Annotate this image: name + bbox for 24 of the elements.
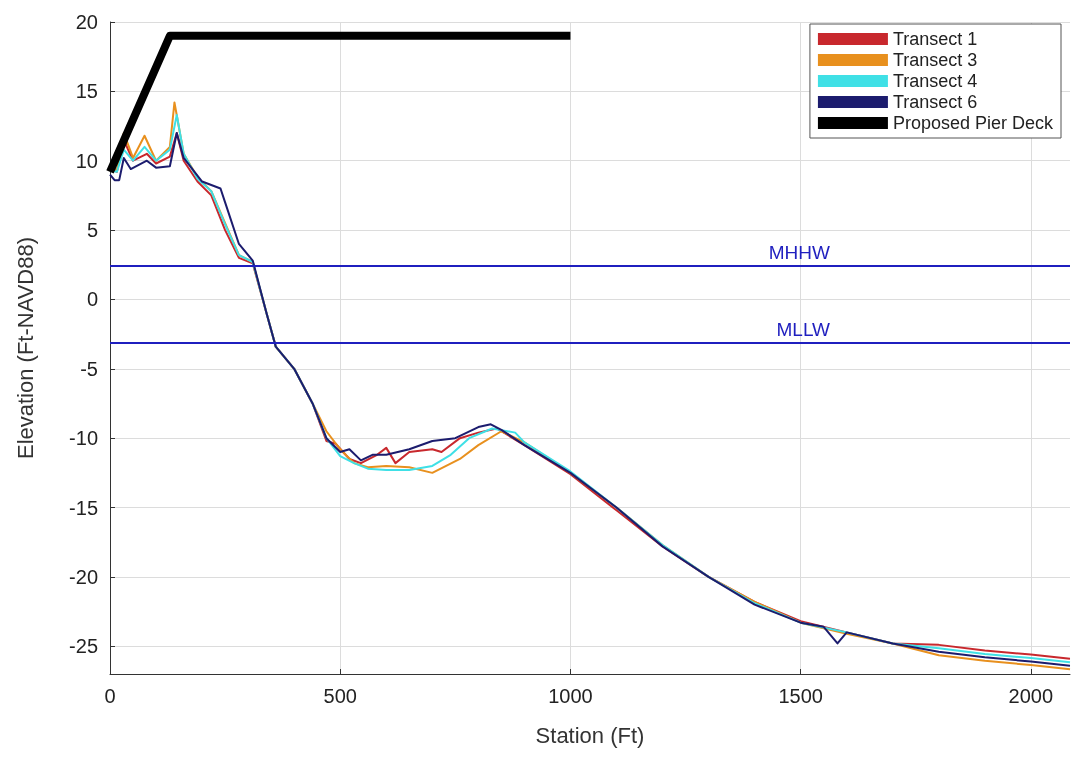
y-tick-label: -20 [69, 565, 98, 588]
y-tick-label: 0 [86, 288, 98, 311]
y-tick-label: -25 [69, 635, 98, 658]
x-tick-label: 0 [104, 685, 116, 707]
y-tick-label: 15 [75, 80, 98, 103]
legend-label: Transect 1 [892, 29, 978, 49]
y-axis-title: Elevation (Ft-NAVD88) [12, 236, 38, 460]
x-tick-label: 500 [323, 685, 357, 707]
ref-line-label: MLLW [776, 319, 831, 341]
legend-label: Transect 6 [892, 92, 978, 112]
y-tick-label: -15 [69, 496, 98, 519]
legend-label: Transect 4 [892, 71, 978, 91]
y-tick-label: -10 [69, 427, 98, 450]
y-tick-label: 5 [86, 219, 98, 242]
x-tick-label: 1000 [548, 685, 593, 707]
x-axis-title: Station (Ft) [535, 722, 645, 748]
y-tick-label: 10 [75, 149, 98, 172]
ref-line-label: MHHW [768, 242, 831, 264]
legend-label: Proposed Pier Deck [892, 113, 1054, 133]
y-tick-label: -5 [80, 357, 98, 380]
legend-label: Transect 3 [892, 50, 978, 70]
x-tick-label: 2000 [1008, 685, 1054, 707]
x-tick-label: 1500 [778, 685, 823, 707]
y-tick-label: 20 [75, 11, 98, 33]
